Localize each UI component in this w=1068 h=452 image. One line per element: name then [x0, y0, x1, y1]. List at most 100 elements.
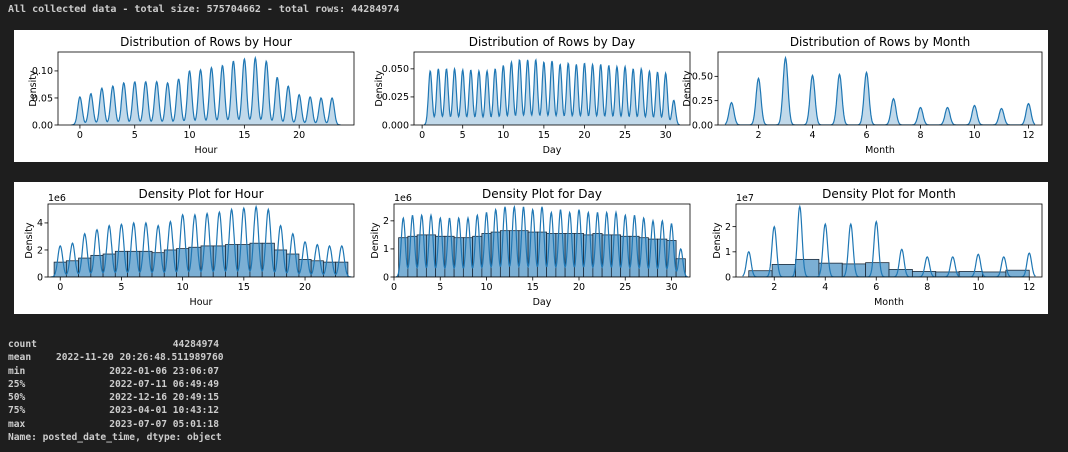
x-tick-label: 15: [538, 130, 550, 141]
stat-row-min: min 2022-01-06 23:06:07: [8, 365, 222, 378]
stat-value: 2023-07-07 05:01:18: [109, 418, 219, 430]
histogram-bar: [795, 258, 820, 277]
x-tick-label: 10: [968, 130, 980, 141]
stat-value: 2022-07-11 06:49:49: [109, 378, 219, 390]
x-tick-label: 30: [660, 130, 672, 141]
x-tick-label: 30: [665, 282, 677, 293]
y-offset-label: 1e7: [736, 193, 754, 204]
plot-area: [395, 204, 689, 277]
y-tick-label: 0: [383, 272, 389, 283]
stat-value: 2022-11-20 20:26:48.511989760: [56, 352, 224, 364]
y-offset-label: 1e6: [394, 193, 412, 204]
x-tick-label: 6: [873, 282, 879, 293]
kde-line: [724, 55, 1036, 125]
stat-footer: Name: posted_date_time, dtype: object: [8, 432, 222, 444]
x-tick-label: 8: [917, 130, 923, 141]
kde-line: [50, 204, 352, 277]
y-tick-label: 2: [37, 245, 43, 256]
x-tick-label: 0: [419, 130, 425, 141]
y-tick-label: 1: [725, 247, 731, 258]
x-tick-label: 5: [460, 130, 466, 141]
histogram-bar: [958, 271, 983, 277]
chart-day-density: Density Plot for Day 0 5 10 15 20 25 30 0 1 2 Day De…: [370, 187, 691, 308]
x-tick-label: 25: [619, 130, 631, 141]
x-tick-label: 6: [863, 130, 869, 141]
stat-key: 25%: [8, 378, 26, 390]
x-tick-label: 15: [238, 130, 250, 141]
stat-row-mean: mean 2022-11-20 20:26:48.511989760: [8, 351, 224, 364]
stat-value: 2022-12-16 20:49:15: [109, 392, 219, 404]
axes-frame: [57, 51, 355, 126]
x-tick-label: 10: [497, 130, 509, 141]
x-tick-label: 5: [118, 282, 124, 293]
x-tick-label: 20: [293, 130, 305, 141]
x-tick-label: 0: [391, 282, 397, 293]
chart-month-distribution: Distribution of Rows by Month 2 4 6 8 10 12 0.0…: [682, 35, 1043, 156]
x-tick-label: 2: [755, 130, 761, 141]
x-tick-label: 25: [619, 282, 631, 293]
stat-key: min: [8, 365, 26, 377]
chart-title: Density Plot for Day: [482, 187, 602, 201]
x-tick-label: 10: [177, 282, 189, 293]
x-tick-label: 8: [924, 282, 930, 293]
y-axis-label: Density: [712, 222, 723, 258]
chart-title: Distribution of Rows by Day: [469, 35, 635, 49]
stats-output: count 44284974 mean 2022-11-20 20:26:48.51…: [8, 338, 224, 444]
x-tick-label: 20: [578, 130, 590, 141]
x-axis-label: Day: [533, 297, 552, 308]
x-tick-label: 10: [480, 282, 492, 293]
plot-area: [50, 204, 352, 277]
histogram-bar: [865, 262, 890, 277]
x-axis-label: Hour: [190, 297, 213, 308]
y-tick-label: 0.50: [692, 72, 713, 83]
stat-key: count: [8, 339, 37, 350]
y-axis-label: Density: [374, 70, 385, 106]
x-axis-label: Month: [874, 297, 904, 308]
plot-area: [724, 55, 1036, 125]
x-tick-label: 20: [573, 282, 585, 293]
x-tick-label: 12: [1023, 282, 1035, 293]
stat-row-25: 25% 2022-07-11 06:49:49: [8, 378, 222, 391]
kde-line: [395, 204, 689, 277]
axes-frame: [735, 203, 1043, 278]
y-tick-label: 1: [383, 244, 389, 255]
y-tick-label: 0.00: [692, 120, 713, 131]
output-header: All collected data - total size: 5757046…: [8, 4, 400, 15]
stat-row-75: 75% 2023-04-01 10:43:12: [8, 404, 222, 417]
axes-frame: [393, 203, 691, 278]
chart-title: Distribution of Rows by Hour: [120, 35, 292, 49]
y-tick-label: 4: [37, 218, 43, 229]
y-tick-label: 0.05: [32, 93, 53, 104]
x-tick-label: 0: [77, 130, 83, 141]
chart-title: Density Plot for Hour: [138, 187, 263, 201]
kde-area: [725, 57, 1035, 125]
y-tick-label: 0.025: [382, 92, 409, 103]
x-tick-label: 15: [527, 282, 539, 293]
stat-value: 2023-04-01 10:43:12: [109, 405, 219, 417]
y-tick-label: 0: [725, 272, 731, 283]
x-tick-label: 0: [57, 282, 63, 293]
y-offset-label: 1e6: [48, 193, 66, 204]
x-tick-label: 10: [972, 282, 984, 293]
y-tick-label: 2: [725, 222, 731, 233]
stat-value: 44284974: [172, 339, 219, 350]
stat-key: max: [8, 418, 26, 430]
histogram-bar: [982, 271, 1007, 277]
x-tick-label: 15: [238, 282, 250, 293]
plot-area: [423, 58, 681, 125]
stat-row-50: 50% 2022-12-16 20:49:15: [8, 391, 222, 404]
kde-line: [423, 58, 681, 125]
x-tick-label: 4: [822, 282, 828, 293]
y-axis-label: Density: [28, 70, 39, 106]
kde-line: [71, 55, 341, 125]
histogram-bar: [888, 269, 913, 277]
y-axis-label: Density: [370, 222, 381, 258]
x-tick-label: 5: [132, 130, 138, 141]
chart-title: Density Plot for Month: [822, 187, 956, 201]
chart-title: Distribution of Rows by Month: [790, 35, 970, 49]
stat-row-count: count 44284974: [8, 338, 222, 351]
y-axis-label: Density: [24, 222, 35, 258]
